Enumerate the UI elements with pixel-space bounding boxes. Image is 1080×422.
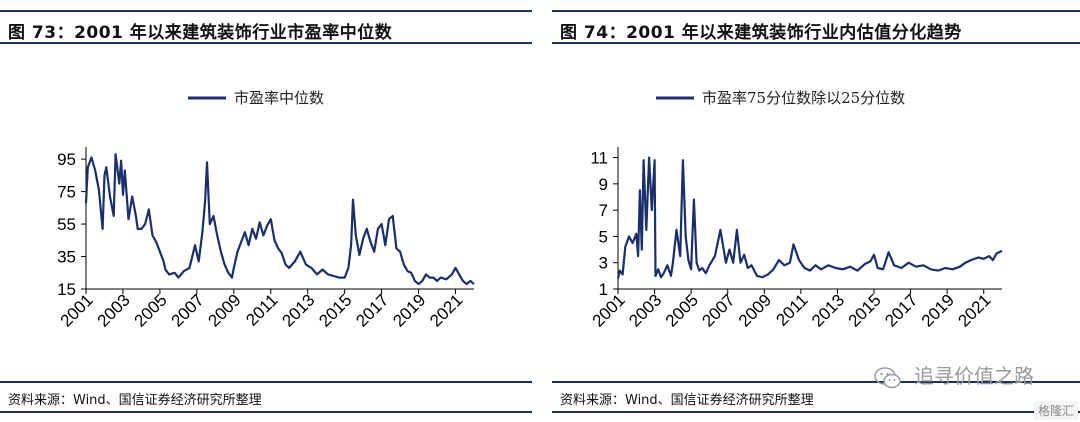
right-source-note: 资料来源：Wind、国信证券经济研究所整理	[560, 393, 814, 408]
x-tick-label: 2007	[698, 290, 738, 330]
x-tick-label: 2013	[808, 290, 848, 330]
legend-label: 市盈率中位数	[234, 89, 324, 107]
y-tick-label: 11	[590, 149, 608, 168]
x-tick-label: 2013	[278, 290, 318, 330]
y-tick-label: 7	[599, 201, 608, 220]
y-tick-label: 35	[57, 248, 76, 267]
x-tick-label: 2015	[315, 290, 355, 330]
gelonghui-logo: 格隆汇	[1033, 401, 1078, 420]
legend: 市盈率75分位数除以25分位数	[656, 89, 905, 107]
x-tick-label: 2003	[94, 290, 134, 330]
pe-median-chart: 市盈率中位数1535557595200120032005200720092011…	[57, 89, 475, 331]
x-tick-label: 2019	[918, 290, 958, 330]
logo-text: 格隆汇	[1037, 404, 1074, 418]
pe-dispersion-chart: 市盈率75分位数除以25分位数1357911200120032005200720…	[589, 89, 1003, 331]
y-tick-label: 55	[57, 215, 76, 234]
watermark: 追寻价值之路	[873, 360, 1034, 389]
x-tick-label: 2021	[954, 290, 994, 330]
left-source-note: 资料来源：Wind、国信证券经济研究所整理	[8, 393, 262, 408]
x-tick-label: 2003	[625, 290, 665, 330]
x-tick-label: 2011	[772, 290, 811, 329]
right-chart-panel: 图 74：2001 年以来建筑装饰行业内估值分化趋势 市盈率75分位数除以25分…	[552, 0, 1080, 422]
y-tick-label: 5	[599, 227, 608, 246]
y-tick-label: 1	[599, 280, 608, 299]
left-chart-panel: 图 73：2001 年以来建筑装饰行业市盈率中位数 市盈率中位数 15 35 55 75…	[0, 0, 532, 422]
wechat-icon	[873, 366, 901, 388]
series-line	[616, 156, 1003, 279]
x-tick-label: 2007	[168, 290, 208, 330]
series-line	[84, 153, 475, 286]
y-tick-label: 75	[57, 183, 76, 202]
x-tick-label: 2009	[204, 290, 244, 330]
left-source-bar: 资料来源：Wind、国信证券经济研究所整理	[0, 381, 532, 413]
legend-label: 市盈率75分位数除以25分位数	[702, 89, 905, 107]
x-tick-label: 2017	[352, 290, 392, 330]
x-tick-label: 2019	[389, 290, 429, 330]
x-tick-label: 2011	[242, 290, 281, 329]
right-title-bar: 图 74：2001 年以来建筑装饰行业内估值分化趋势	[552, 10, 1080, 44]
x-tick-label: 2001	[589, 290, 629, 330]
x-tick-label: 2005	[662, 290, 702, 330]
legend: 市盈率中位数	[188, 89, 324, 107]
x-tick-label: 2005	[131, 290, 171, 330]
right-chart-title: 图 74：2001 年以来建筑装饰行业内估值分化趋势	[560, 23, 962, 43]
y-tick-label: 95	[57, 150, 76, 169]
x-tick-label: 2015	[845, 290, 885, 330]
watermark-text: 追寻价值之路	[914, 364, 1034, 388]
x-tick-label: 2021	[426, 290, 466, 330]
left-chart-title: 图 73：2001 年以来建筑装饰行业市盈率中位数	[8, 23, 393, 43]
right-source-bar: 资料来源：Wind、国信证券经济研究所整理	[552, 381, 1080, 413]
y-tick-label: 9	[599, 175, 608, 194]
y-tick-label: 15	[57, 280, 76, 299]
x-tick-label: 2009	[735, 290, 775, 330]
left-title-bar: 图 73：2001 年以来建筑装饰行业市盈率中位数	[0, 10, 532, 44]
x-tick-label: 2017	[881, 290, 921, 330]
y-tick-label: 3	[599, 254, 608, 273]
